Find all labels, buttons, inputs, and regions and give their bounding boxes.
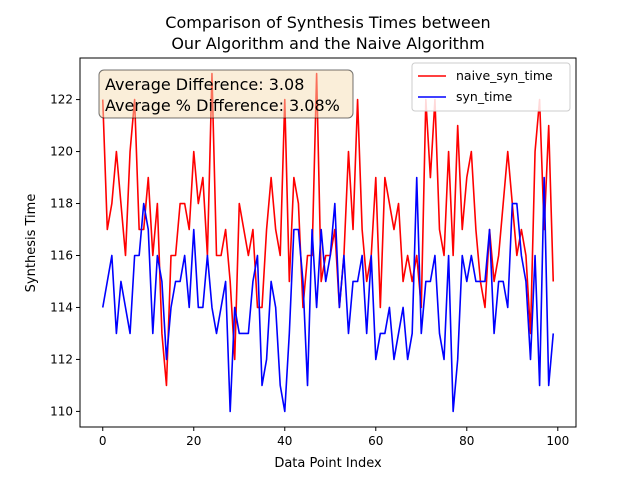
y-tick-label: 118 <box>50 197 73 211</box>
x-tick-label: 40 <box>277 434 292 448</box>
y-axis-label: Synthesis Time <box>24 194 39 293</box>
x-tick-label: 60 <box>368 434 383 448</box>
x-tick-label: 0 <box>99 434 107 448</box>
series-line-naive-syn-time <box>101 72 555 387</box>
x-tick-label: 80 <box>459 434 474 448</box>
x-tick-label: 100 <box>546 434 569 448</box>
plot-area <box>101 72 555 413</box>
annotation-box: Average Difference: 3.08 Average % Diffe… <box>98 69 354 119</box>
x-axis-label: Data Point Index <box>274 456 382 471</box>
legend-box <box>411 62 571 112</box>
x-tick-label: 20 <box>186 434 201 448</box>
y-tick-label: 120 <box>50 145 73 159</box>
series-line-syn-time <box>101 176 555 413</box>
legend: naive_syn_time syn_time <box>411 62 571 112</box>
y-tick-label: 112 <box>50 352 73 366</box>
chart-title-line-2: Our Algorithm and the Naive Algorithm <box>171 34 484 53</box>
annotation-background <box>98 69 354 119</box>
axes-frame <box>79 57 577 428</box>
annotation-average-difference: Average Difference: 3.08 <box>105 75 304 94</box>
y-tick-label: 122 <box>50 93 73 107</box>
legend-label-syn-time: syn_time <box>456 89 513 104</box>
y-tick-label: 116 <box>50 248 73 262</box>
y-tick-label: 114 <box>50 300 73 314</box>
y-tick-label: 110 <box>50 404 73 418</box>
axes: 0 20 40 60 80 100 110 112 114 116 118 120 122 <box>50 57 577 448</box>
legend-label-naive-syn-time: naive_syn_time <box>456 68 553 83</box>
chart-title-line-1: Comparison of Synthesis Times between <box>165 13 490 32</box>
annotation-average-percent-difference: Average % Difference: 3.08% <box>105 96 340 115</box>
